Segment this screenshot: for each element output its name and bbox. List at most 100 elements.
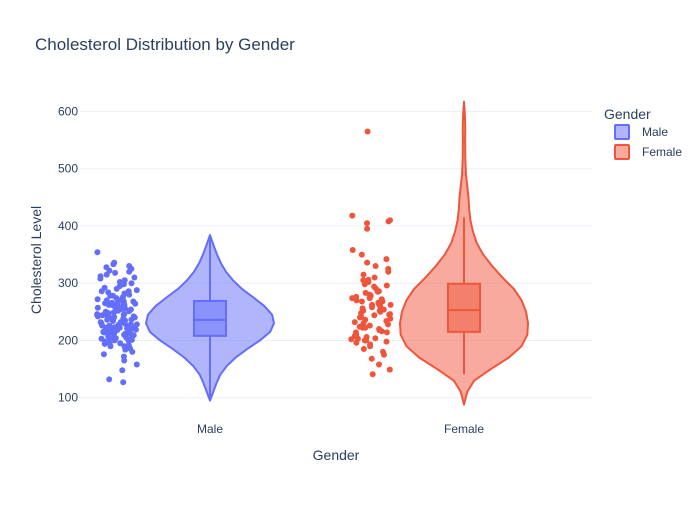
data-point-female bbox=[376, 307, 383, 314]
legend-label-female: Female bbox=[642, 145, 682, 159]
data-point-male bbox=[99, 322, 106, 329]
data-point-male bbox=[106, 339, 113, 346]
data-point-female bbox=[374, 288, 381, 295]
legend-item-female[interactable]: Female bbox=[614, 144, 682, 160]
data-point-female bbox=[369, 301, 375, 308]
data-point-female bbox=[367, 341, 374, 348]
data-point-female bbox=[383, 256, 390, 263]
data-point-male bbox=[111, 337, 118, 344]
chart-title: Cholesterol Distribution by Gender bbox=[35, 35, 295, 54]
data-point-female bbox=[371, 312, 378, 319]
data-point-male bbox=[128, 280, 135, 287]
data-point-male bbox=[104, 310, 111, 316]
data-point-female bbox=[383, 338, 390, 345]
x-tick-label-male: Male bbox=[197, 422, 223, 436]
legend: Gender Male Female bbox=[604, 106, 682, 160]
data-point-female bbox=[349, 212, 356, 219]
data-point-male bbox=[130, 313, 137, 320]
data-point-male bbox=[121, 311, 128, 318]
legend-swatch-male bbox=[614, 124, 630, 140]
data-point-male bbox=[115, 307, 122, 314]
data-point-male bbox=[111, 314, 118, 320]
data-point-male bbox=[111, 259, 118, 266]
box-male bbox=[193, 299, 227, 337]
data-point-male bbox=[112, 269, 119, 276]
data-point-male bbox=[127, 306, 134, 313]
data-point-female bbox=[364, 220, 370, 227]
data-point-male bbox=[102, 329, 109, 336]
data-point-female bbox=[363, 337, 370, 344]
data-point-female bbox=[376, 326, 383, 332]
data-point-male bbox=[126, 263, 133, 269]
y-tick-label-100: 100 bbox=[58, 391, 78, 405]
data-point-female bbox=[387, 301, 394, 308]
data-point-male bbox=[103, 264, 110, 271]
data-point-female bbox=[362, 289, 369, 296]
y-tick-label-300: 300 bbox=[58, 276, 78, 290]
data-point-female bbox=[369, 371, 376, 378]
data-point-male bbox=[98, 335, 105, 342]
data-point-female bbox=[383, 282, 390, 289]
data-point-female bbox=[354, 335, 361, 342]
data-point-male bbox=[94, 304, 101, 311]
data-point-male bbox=[109, 299, 116, 306]
data-point-female bbox=[371, 274, 378, 281]
data-point-female bbox=[353, 293, 360, 300]
data-point-female bbox=[360, 277, 367, 284]
data-point-male bbox=[94, 249, 101, 256]
data-point-female bbox=[372, 335, 379, 342]
data-point-male bbox=[120, 315, 127, 322]
data-point-female bbox=[366, 295, 373, 302]
y-tick-label-200: 200 bbox=[58, 333, 78, 347]
data-point-male bbox=[113, 295, 120, 302]
data-point-female bbox=[372, 263, 379, 269]
data-point-female bbox=[359, 324, 366, 331]
data-point-male bbox=[116, 324, 123, 331]
data-point-male bbox=[106, 314, 113, 321]
data-point-male bbox=[97, 273, 104, 280]
data-point-male bbox=[106, 376, 113, 383]
data-point-male bbox=[100, 351, 107, 358]
data-point-male bbox=[121, 277, 128, 284]
x-axis: Male Female bbox=[197, 422, 484, 436]
data-point-female bbox=[364, 225, 371, 232]
data-point-male bbox=[98, 288, 105, 295]
legend-swatch-female bbox=[614, 144, 630, 160]
data-point-female bbox=[362, 316, 369, 323]
data-point-female bbox=[365, 276, 372, 283]
data-point-male bbox=[133, 361, 140, 368]
data-point-female bbox=[358, 251, 365, 258]
data-point-female bbox=[364, 128, 371, 135]
data-point-female bbox=[352, 329, 359, 336]
data-point-female bbox=[360, 346, 367, 352]
data-point-female bbox=[385, 265, 392, 272]
data-point-female bbox=[383, 329, 390, 336]
y-tick-label-400: 400 bbox=[58, 219, 78, 233]
legend-item-male[interactable]: Male bbox=[614, 124, 668, 140]
x-tick-label-female: Female bbox=[444, 422, 484, 436]
data-point-female bbox=[366, 322, 373, 329]
data-point-female bbox=[360, 271, 367, 278]
data-point-male bbox=[94, 312, 101, 319]
data-point-male bbox=[133, 287, 140, 294]
y-tick-label-600: 600 bbox=[58, 104, 78, 118]
data-point-male bbox=[117, 340, 124, 347]
data-point-male bbox=[107, 292, 114, 299]
data-point-male bbox=[120, 353, 127, 360]
data-point-male bbox=[131, 274, 138, 281]
data-point-male bbox=[121, 331, 128, 338]
legend-label-male: Male bbox=[642, 125, 668, 139]
data-point-male bbox=[103, 297, 110, 304]
data-point-male bbox=[133, 321, 140, 328]
data-point-female bbox=[351, 319, 358, 326]
data-point-male bbox=[125, 288, 132, 295]
data-point-male bbox=[119, 367, 126, 374]
data-point-female bbox=[379, 298, 386, 305]
data-point-female bbox=[371, 283, 378, 290]
plot-area bbox=[94, 100, 529, 406]
y-axis: 100 200 300 400 500 600 bbox=[58, 104, 78, 404]
box-female bbox=[447, 282, 481, 333]
y-tick-label-500: 500 bbox=[58, 162, 78, 176]
